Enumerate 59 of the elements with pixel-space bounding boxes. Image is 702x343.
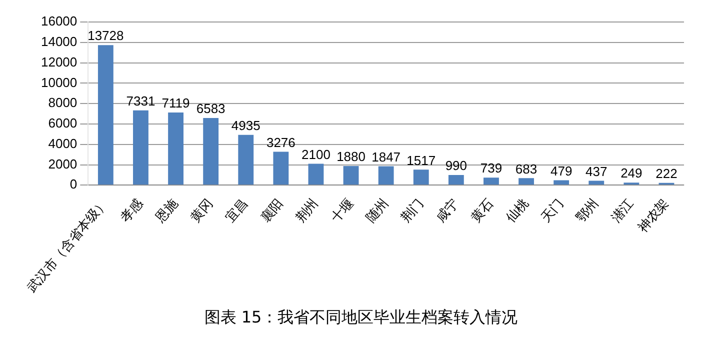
x-tick-label: 宜昌: [222, 196, 252, 226]
data-label: 1880: [336, 149, 366, 164]
data-label: 437: [586, 164, 608, 179]
bar: [554, 180, 570, 185]
data-label: 7331: [126, 93, 156, 108]
data-label: 13728: [88, 28, 124, 44]
text: 图表 15：我省不同地区毕业生档案转入情况: [204, 308, 518, 327]
bar: [133, 110, 148, 185]
x-tick-label: 鄂州: [574, 196, 602, 226]
bar: [238, 134, 254, 185]
data-label: 222: [656, 166, 678, 181]
data-label: 249: [620, 166, 642, 181]
y-tick-label: 6000: [48, 116, 78, 131]
bar: [484, 178, 499, 185]
data-label: 6583: [196, 101, 226, 116]
x-tick-label: 天门: [538, 196, 567, 226]
y-tick-label: 10000: [40, 74, 78, 90]
y-tick-label: 8000: [48, 95, 78, 110]
x-tick-label: 黄冈: [188, 196, 216, 226]
data-label: 3276: [266, 134, 296, 150]
x-tick-label: 神农架: [636, 196, 672, 236]
x-tick-label: 孝感: [118, 196, 146, 226]
x-tick-label: 随州: [364, 196, 392, 226]
data-label: 4935: [231, 118, 260, 133]
data-label: 1517: [406, 152, 436, 168]
bar: [203, 118, 219, 185]
x-tick-label: 武汉市（含省本级）: [24, 196, 112, 296]
bar: [343, 166, 359, 185]
y-tick-label: 16000: [40, 14, 78, 29]
data-label: 990: [445, 158, 468, 174]
x-tick-label: 十堰: [328, 196, 357, 226]
bar: [273, 152, 289, 185]
y-tick-label: 4000: [48, 136, 78, 151]
bar: [448, 175, 464, 185]
x-tick-label: 恩施: [152, 196, 182, 227]
data-label: 2100: [302, 146, 330, 162]
x-tick-label: 荆门: [398, 196, 427, 226]
y-tick-label: 0: [70, 176, 78, 192]
data-label: 683: [515, 161, 538, 176]
bar: [378, 166, 394, 185]
y-tick-label: 12000: [40, 54, 78, 70]
data-label: 479: [550, 163, 572, 178]
y-tick-label: 2000: [48, 156, 78, 172]
x-tick-label: 黄石: [468, 196, 497, 226]
bar: [308, 164, 324, 185]
data-label: 7119: [162, 96, 190, 111]
x-tick-label: 襄阳: [258, 196, 287, 226]
bar: [413, 170, 429, 185]
bar: [518, 178, 534, 185]
bar: [588, 180, 604, 185]
data-label: 1847: [372, 149, 401, 164]
x-tick-label: 潜江: [608, 196, 638, 226]
bar: [98, 45, 114, 185]
x-tick-label: 咸宁: [432, 196, 462, 226]
x-tick-label: 荆州: [293, 196, 322, 226]
data-label: 739: [480, 160, 502, 176]
bar: [168, 112, 184, 185]
x-tick-label: 仙桃: [504, 196, 532, 226]
y-tick-label: 14000: [40, 34, 78, 49]
